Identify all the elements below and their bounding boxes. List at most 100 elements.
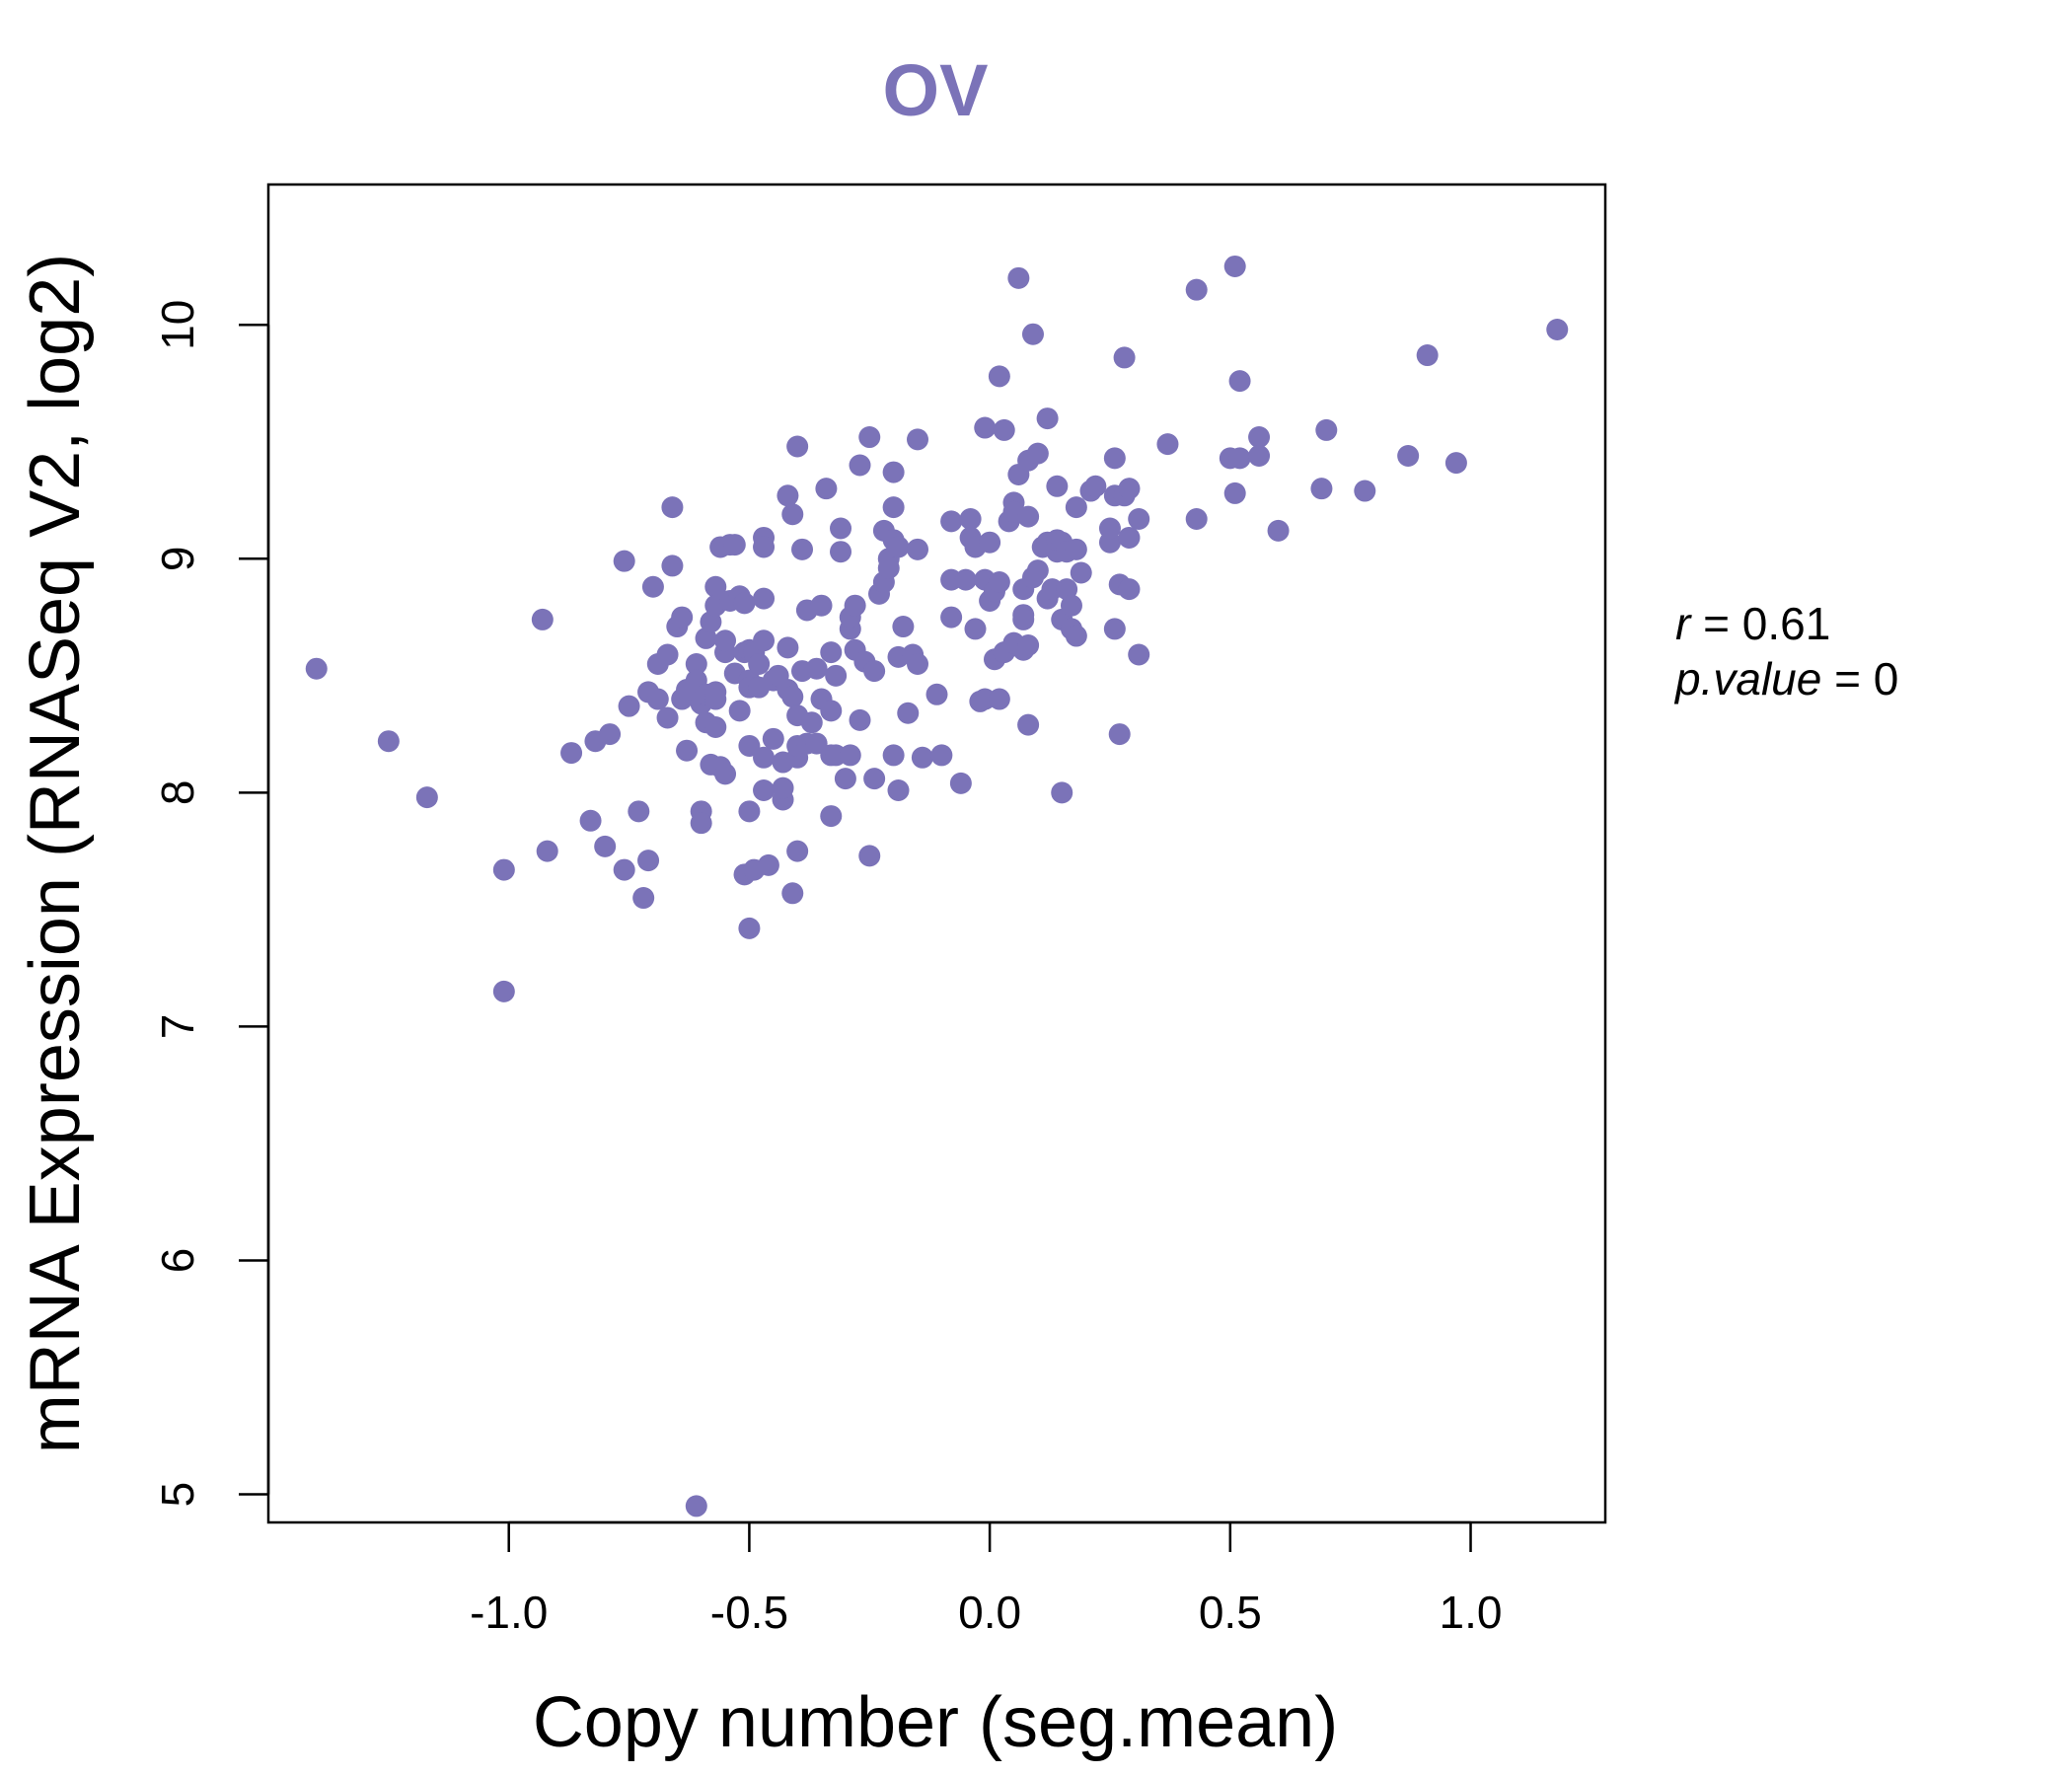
data-point bbox=[738, 917, 761, 939]
y-tick-label: 6 bbox=[152, 1248, 203, 1274]
data-point bbox=[887, 536, 910, 558]
data-point bbox=[377, 730, 400, 753]
data-point bbox=[613, 550, 635, 572]
data-point bbox=[661, 496, 684, 519]
data-point bbox=[993, 418, 1015, 441]
x-tick-label: 0.0 bbox=[958, 1587, 1021, 1638]
data-point bbox=[1026, 559, 1049, 582]
data-point bbox=[988, 571, 1010, 594]
p-label: p.value bbox=[1673, 653, 1821, 704]
data-point bbox=[949, 772, 972, 794]
data-point bbox=[940, 606, 963, 629]
y-tick-label: 5 bbox=[152, 1482, 203, 1508]
data-point bbox=[786, 840, 809, 862]
data-point bbox=[579, 809, 602, 832]
data-point bbox=[805, 732, 828, 755]
data-point bbox=[897, 702, 920, 724]
data-point bbox=[1546, 318, 1569, 340]
data-point bbox=[1248, 444, 1271, 467]
data-point bbox=[1185, 278, 1208, 301]
data-point bbox=[613, 858, 635, 881]
data-point bbox=[656, 643, 679, 666]
data-point bbox=[849, 454, 871, 477]
data-point bbox=[1113, 346, 1136, 369]
data-point bbox=[305, 657, 328, 680]
data-point bbox=[839, 744, 861, 767]
data-point bbox=[1118, 578, 1141, 601]
data-point bbox=[805, 657, 828, 680]
data-point bbox=[772, 777, 794, 799]
p-value-statistic: p.value = 0 bbox=[1673, 653, 1898, 704]
data-point bbox=[988, 688, 1010, 710]
data-point bbox=[1315, 418, 1338, 441]
data-point bbox=[1060, 594, 1082, 617]
plot-frame bbox=[266, 183, 1607, 1524]
data-point bbox=[753, 629, 776, 652]
y-axis: 5 6 7 8 9 10 bbox=[152, 300, 270, 1508]
data-point bbox=[1118, 478, 1141, 500]
y-tick-label: 10 bbox=[152, 300, 203, 350]
data-point bbox=[656, 706, 679, 729]
data-point bbox=[830, 517, 852, 540]
data-point bbox=[560, 742, 583, 765]
data-point bbox=[907, 428, 929, 451]
data-point bbox=[882, 744, 905, 767]
data-point bbox=[887, 778, 910, 801]
data-point bbox=[1156, 433, 1179, 456]
data-point bbox=[882, 496, 905, 519]
data-point bbox=[685, 1495, 707, 1517]
data-point bbox=[738, 734, 761, 757]
data-point bbox=[1354, 480, 1376, 502]
chart-title: OV bbox=[883, 49, 989, 131]
data-point bbox=[911, 746, 933, 769]
data-point bbox=[858, 426, 881, 449]
data-point bbox=[1017, 505, 1040, 528]
data-point bbox=[820, 700, 843, 722]
data-point bbox=[1012, 608, 1035, 630]
data-point bbox=[954, 568, 977, 591]
data-point bbox=[695, 627, 717, 649]
data-point bbox=[1065, 625, 1087, 647]
data-point bbox=[661, 555, 684, 577]
data-point bbox=[704, 688, 727, 710]
data-point bbox=[1046, 475, 1069, 497]
data-point bbox=[492, 858, 515, 881]
data-point bbox=[753, 587, 776, 610]
data-point bbox=[1098, 517, 1121, 540]
y-tick-label: 9 bbox=[152, 547, 203, 572]
data-point bbox=[1103, 447, 1126, 470]
data-point bbox=[700, 611, 722, 633]
data-point bbox=[815, 478, 838, 500]
data-point bbox=[723, 534, 746, 556]
data-point bbox=[781, 882, 804, 905]
data-point bbox=[974, 416, 997, 439]
data-point bbox=[777, 636, 799, 659]
data-point bbox=[753, 778, 776, 801]
x-tick-label: -1.0 bbox=[470, 1587, 548, 1638]
data-point bbox=[628, 800, 650, 823]
data-point bbox=[858, 845, 881, 867]
data-point bbox=[618, 695, 640, 717]
data-point bbox=[1397, 444, 1420, 467]
data-point bbox=[637, 850, 660, 872]
data-point bbox=[1056, 578, 1078, 601]
data-point bbox=[882, 461, 905, 483]
data-point bbox=[1026, 442, 1049, 465]
r-statistic: r = 0.61 bbox=[1675, 598, 1830, 649]
data-point bbox=[1267, 519, 1290, 542]
data-point bbox=[762, 727, 784, 750]
data-point bbox=[825, 664, 848, 687]
data-point bbox=[777, 484, 799, 507]
data-point bbox=[1185, 508, 1208, 530]
x-axis: -1.0 -0.5 0.0 0.5 1.0 bbox=[470, 1520, 1503, 1638]
data-point bbox=[1228, 447, 1251, 470]
data-point bbox=[925, 683, 948, 705]
data-point bbox=[753, 746, 776, 769]
data-point bbox=[728, 700, 751, 722]
data-point bbox=[748, 652, 771, 675]
y-tick-label: 8 bbox=[152, 780, 203, 806]
data-point bbox=[834, 768, 856, 790]
data-point bbox=[988, 365, 1010, 388]
